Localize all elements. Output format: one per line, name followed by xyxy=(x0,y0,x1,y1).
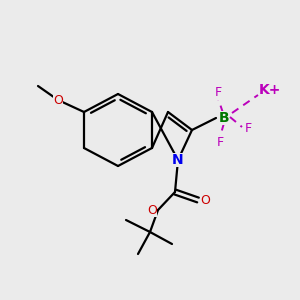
Text: B: B xyxy=(219,111,229,125)
Text: N: N xyxy=(172,153,184,167)
Text: F: F xyxy=(244,122,252,134)
Text: F: F xyxy=(216,136,224,148)
Text: O: O xyxy=(147,203,157,217)
Text: K+: K+ xyxy=(259,83,281,97)
Text: O: O xyxy=(200,194,210,206)
Text: O: O xyxy=(53,94,63,106)
Text: F: F xyxy=(214,86,222,100)
